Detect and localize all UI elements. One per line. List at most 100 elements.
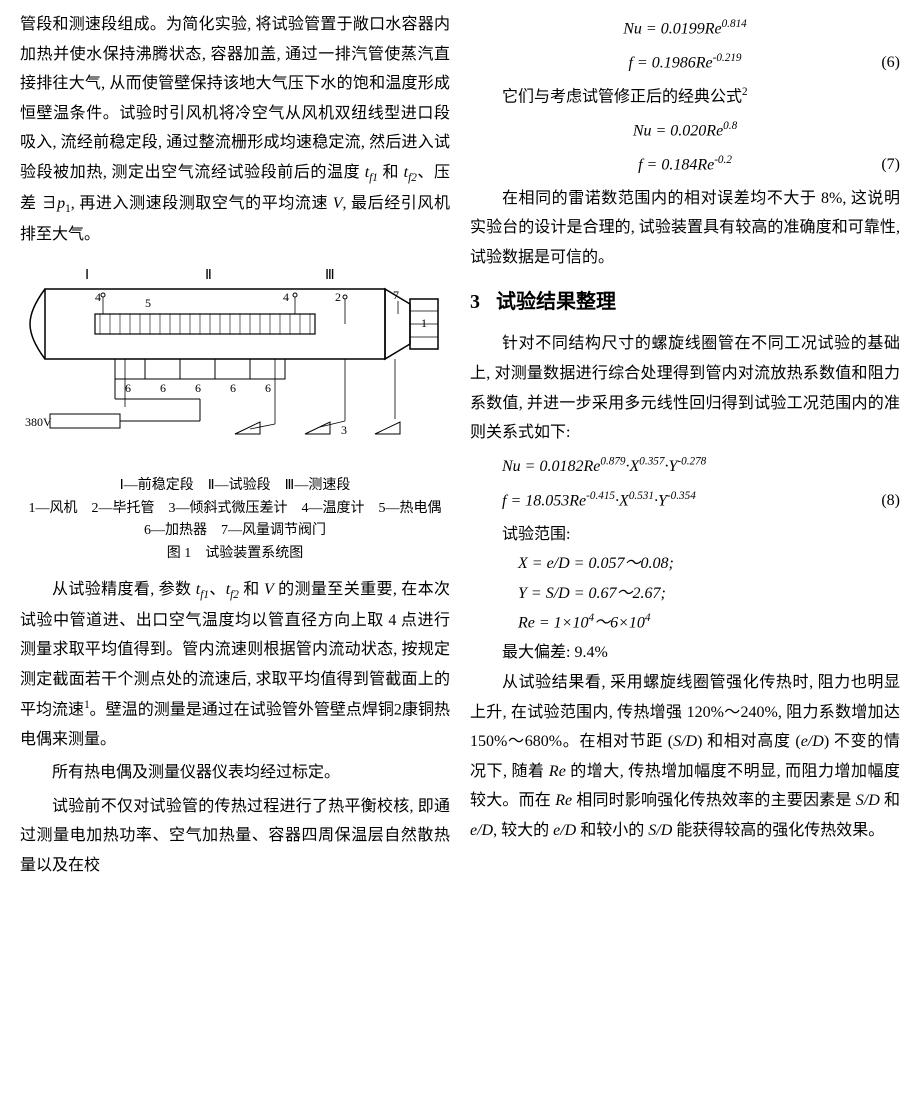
range-x: X = e/D = 0.057～0.08; [470,549,900,579]
apparatus-diagram: Ⅰ Ⅱ Ⅲ [25,259,445,469]
equation-8-f: f = 18.053Re-0.415·X0.531·Y-0.354 (8) [470,486,900,516]
label-380v: 380V [25,415,52,429]
eq-number: (6) [881,48,900,78]
svg-text:2: 2 [335,290,341,304]
right-para-8: 从试验结果看, 采用螺旋线圈管强化传热时, 阻力也明显上升, 在试验范围内, 传… [470,668,900,846]
eq-text: Nu = 0.0182Re [502,458,600,475]
var-v: V [333,195,343,212]
equation-nu-0199: Nu = 0.0199Re0.814 [470,14,900,44]
eq-exp: 0.879 [600,456,625,468]
svg-text:6: 6 [265,381,271,395]
var: e/D [801,733,824,750]
left-para-3: 所有热电偶及测量仪器仪表均经过标定。 [20,758,450,788]
section-title: 试验结果整理 [496,291,616,313]
svg-text:4: 4 [283,290,289,304]
text: 从试验精度看, 参数 [52,581,196,598]
eq-text: Nu = 0.020Re [633,122,723,139]
var: Re [555,792,572,809]
sub: f2 [408,172,417,184]
text: , 较大的 [493,822,553,839]
svg-text:6: 6 [195,381,201,395]
eq-text: f = 0.1986Re [628,54,712,71]
eq-text: ·Y [654,492,667,509]
left-para-1: 管段和测速段组成。为简化实验, 将试验管置于敞口水容器内加热并使水保持沸腾状态,… [20,10,450,249]
var: S/D [648,822,672,839]
var: S/D [673,733,697,750]
eq-exp: -0.278 [677,456,706,468]
figure-1: Ⅰ Ⅱ Ⅲ [20,259,450,565]
fig-cap-line1: Ⅰ—前稳定段 Ⅱ—试验段 Ⅲ—测速段 [20,475,450,497]
text: 的测量至关重要, 在本次试验中管道进、出口空气温度均以管直径方向上取 4 点进行… [20,581,450,718]
right-para-6: 在相同的雷诺数范围内的相对误差均不大于 8%, 这说明实验台的设计是合理的, 试… [470,184,900,273]
range-re: Re = 1×104～6×104 [470,608,900,638]
eq-exp: 0.357 [639,456,664,468]
text: 管段和测速段组成。为简化实验, 将试验管置于敞口水容器内加热并使水保持沸腾状态,… [20,16,450,181]
eq-text: Nu = 0.0199Re [623,20,721,37]
svg-text:4: 4 [95,290,101,304]
footnote-ref: 2 [742,86,748,98]
sub: f1 [200,589,209,601]
svg-text:6: 6 [160,381,166,395]
svg-text:6: 6 [125,381,131,395]
var: e/D [553,822,576,839]
exp: 4 [645,612,651,624]
max-deviation: 最大偏差: 9.4% [470,638,900,668]
eq-text: f = 0.184Re [638,156,714,173]
text: ) 和相对高度 ( [697,733,801,750]
svg-text:3: 3 [341,423,347,437]
sub: f1 [369,172,378,184]
equation-nu-020: Nu = 0.020Re0.8 [470,116,900,146]
range-title: 试验范围: [470,520,900,550]
var: Re [549,763,566,780]
figure-caption: Ⅰ—前稳定段 Ⅱ—试验段 Ⅲ—测速段 1—风机 2—毕托管 3—倾斜式微压差计 … [20,475,450,565]
eq-exp: -0.2 [714,154,732,166]
eq-text: ·X [615,492,629,509]
right-para-7: 针对不同结构尺寸的螺旋线圈管在不同工况试验的基础上, 对测量数据进行综合处理得到… [470,329,900,447]
text: 和 [239,581,264,598]
eq-text: ·X [626,458,640,475]
eq-number: (8) [881,486,900,516]
range-y: Y = S/D = 0.67～2.67; [470,579,900,609]
equation-8-nu: Nu = 0.0182Re0.879·X0.357·Y-0.278 [470,452,900,482]
right-para-classic: 它们与考虑试管修正后的经典公式2 [470,82,900,112]
eq-exp: -0.415 [586,490,615,502]
eq-exp: 0.8 [723,120,737,132]
svg-text:6: 6 [230,381,236,395]
eq-text: f = 18.053Re [502,492,586,509]
svg-text:5: 5 [145,296,151,310]
section-number: 3 [470,291,480,313]
eq-number: (7) [881,150,900,180]
svg-text:1: 1 [421,316,427,330]
text: 能获得较高的强化传热效果。 [672,822,884,839]
text: 它们与考虑试管修正后的经典公式 [502,88,742,105]
left-para-2: 从试验精度看, 参数 tf1、tf2 和 V 的测量至关重要, 在本次试验中管道… [20,575,450,754]
text: 和 [378,164,404,181]
text: 相同时影响强化传热效率的主要因素是 [572,792,856,809]
left-para-4: 试验前不仅对试验管的传热过程进行了热平衡校核, 即通过测量电加热功率、空气加热量… [20,792,450,881]
text: 和 [880,792,900,809]
text: ～6×10 [594,615,645,632]
text: 、 [209,581,226,598]
fig-cap-line2: 1—风机 2—毕托管 3—倾斜式微压差计 4—温度计 5—热电偶 6—加热器 7… [20,498,450,543]
svg-text:Ⅲ: Ⅲ [325,268,335,283]
text: Re = 1×10 [518,615,588,632]
var: e/D [470,822,493,839]
eq-exp: 0.531 [629,490,654,502]
sub: f2 [230,589,239,601]
eq-exp: -0.219 [713,52,742,64]
svg-text:7: 7 [393,288,399,302]
svg-text:Ⅰ: Ⅰ [85,268,89,283]
var: S/D [856,792,880,809]
var-p: p [57,195,65,212]
equation-6: f = 0.1986Re-0.219 (6) [470,48,900,78]
text: , 再进入测速段测取空气的平均流速 [71,195,333,212]
section-3-heading: 3 试验结果整理 [470,284,900,321]
fig-cap-line3: 图 1 试验装置系统图 [20,543,450,565]
equation-7: f = 0.184Re-0.2 (7) [470,150,900,180]
svg-text:Ⅱ: Ⅱ [205,268,212,283]
text: 和较小的 [576,822,648,839]
var: V [264,581,274,598]
eq-exp: -0.354 [667,490,696,502]
eq-exp: 0.814 [722,18,747,30]
eq-text: ·Y [664,458,677,475]
